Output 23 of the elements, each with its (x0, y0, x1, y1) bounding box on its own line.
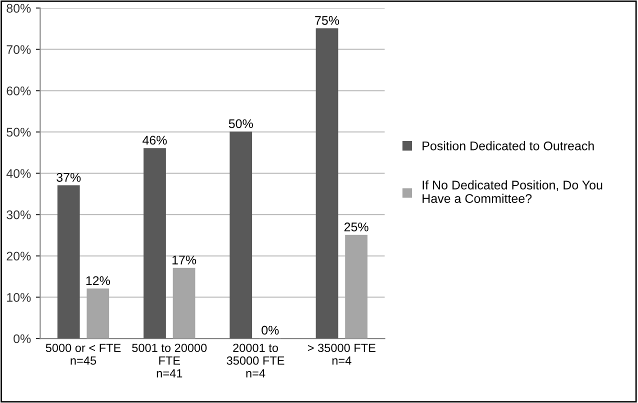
y-tick-label: 80% (6, 4, 31, 13)
data-label: 12% (86, 276, 110, 286)
legend-label: If No Dedicated Position, Do You Have a Committee? (422, 180, 602, 203)
y-tick-label: 40% (6, 169, 31, 178)
y-tick-label: 20% (6, 252, 31, 261)
x-tick-label: > 35000 FTE n=4 (308, 344, 376, 365)
data-label: 50% (228, 119, 253, 128)
y-tick-label: 0% (14, 334, 31, 344)
x-tick-label: 5001 to 20000 FTE n=41 (132, 344, 207, 378)
legend-label: Position Dedicated to Outreach (422, 141, 594, 150)
data-label: 75% (315, 16, 340, 25)
y-tick-label: 50% (6, 128, 31, 137)
y-tick-label: 60% (6, 86, 31, 96)
y-tick-label: 30% (6, 210, 31, 220)
data-label: 17% (172, 256, 196, 264)
x-tick-label: 5000 or < FTE n=45 (46, 344, 121, 365)
y-tick-label: 70% (6, 45, 31, 54)
y-tick-label: 10% (7, 293, 31, 302)
data-label: 25% (344, 222, 368, 232)
data-label: 0% (262, 326, 279, 335)
x-tick-label: 20001 to 35000 FTE n=4 (226, 344, 284, 378)
data-label: 46% (142, 136, 167, 145)
data-label: 37% (56, 172, 81, 182)
